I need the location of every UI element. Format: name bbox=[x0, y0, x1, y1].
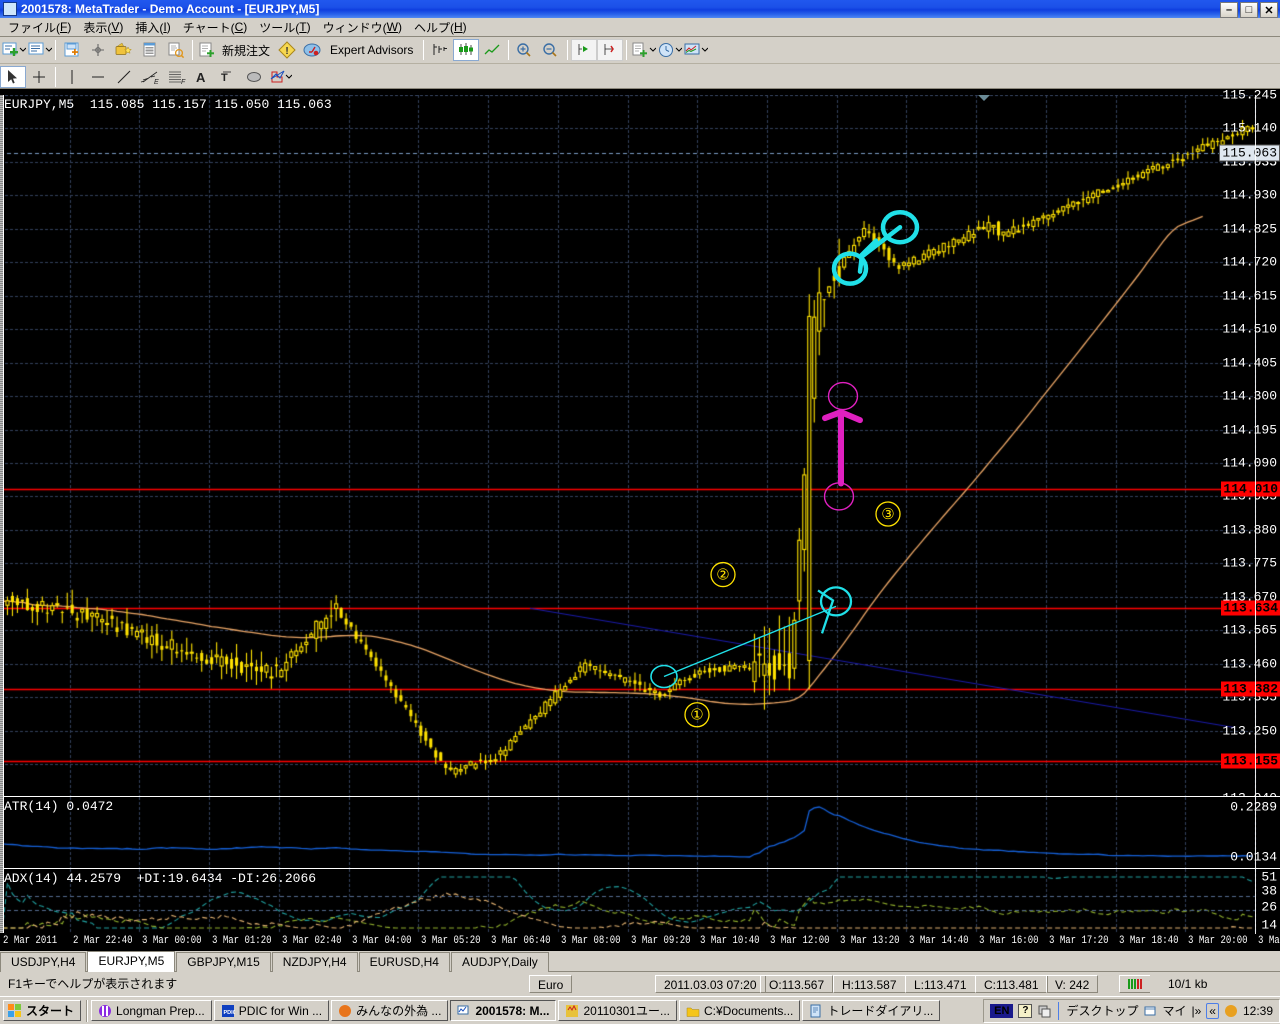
svg-text:PDIC: PDIC bbox=[223, 1010, 235, 1016]
svg-text:T: T bbox=[221, 72, 228, 84]
svg-text:①: ① bbox=[690, 707, 703, 724]
svg-text:③: ③ bbox=[881, 506, 894, 523]
svg-text:F: F bbox=[181, 79, 186, 86]
svg-text:A: A bbox=[196, 70, 206, 85]
svg-text:!: ! bbox=[285, 46, 288, 57]
svg-text:E: E bbox=[154, 79, 159, 86]
svg-text:②: ② bbox=[716, 567, 729, 584]
